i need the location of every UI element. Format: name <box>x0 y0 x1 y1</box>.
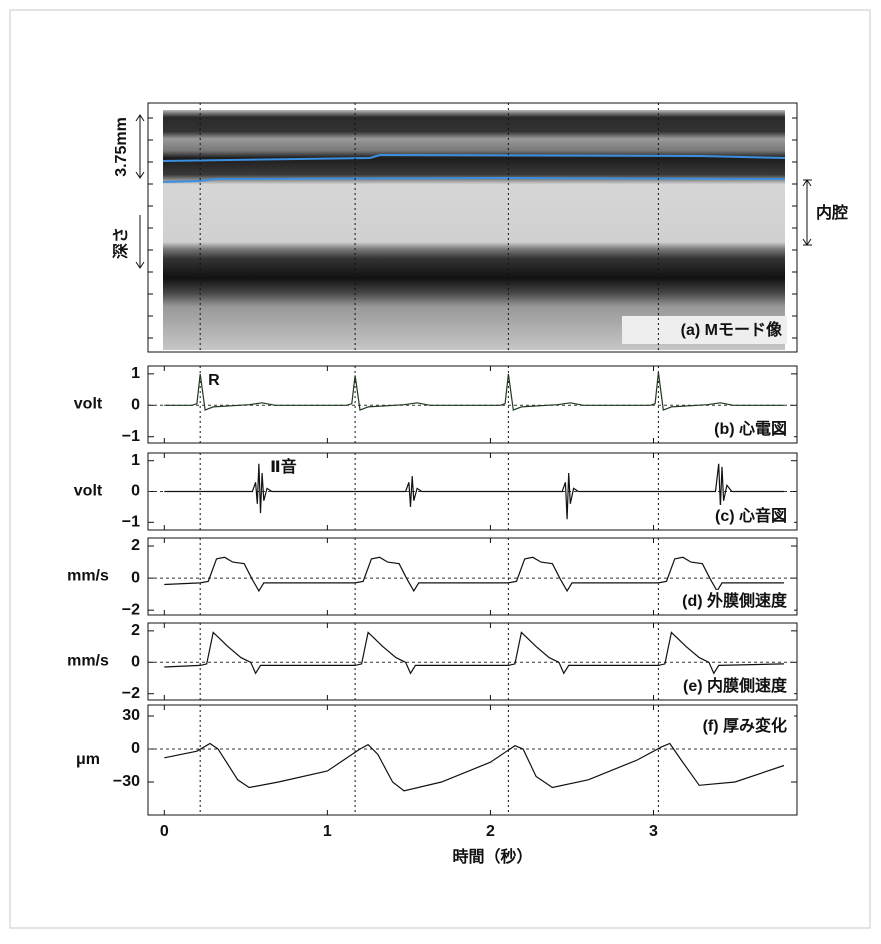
panel-frame <box>147 365 798 444</box>
page-frame <box>9 9 871 929</box>
x-tick-label: 0 <box>160 823 169 840</box>
signal-line <box>164 631 785 675</box>
x-tick-label: 1 <box>323 823 332 840</box>
y-tick-label: −1 <box>122 428 140 445</box>
signal-line <box>164 742 785 792</box>
y-axis-title: volt <box>74 396 103 413</box>
panel-frame <box>147 622 798 701</box>
y-axis-title: mm/s <box>67 653 109 670</box>
lumen-bracket <box>802 179 812 246</box>
x-axis-title: 時間（秒） <box>452 847 532 866</box>
y-tick-label: 0 <box>131 483 140 500</box>
signal-line <box>164 463 784 520</box>
panel-label: (d) 外膜側速度 <box>682 591 788 610</box>
y-tick-label: −2 <box>122 601 140 618</box>
label-bg <box>672 590 794 614</box>
label-bg <box>672 505 794 529</box>
boundary-line <box>162 176 786 183</box>
x-tick-label: 2 <box>486 823 495 840</box>
y-tick-label: 0 <box>131 740 140 757</box>
panel-label: (e) 内膜側速度 <box>683 676 788 695</box>
panel-label: (f) 厚み変化 <box>703 716 787 735</box>
depth-arrows <box>135 114 145 269</box>
boundary-line <box>162 153 786 162</box>
y-tick-label: 1 <box>131 365 140 382</box>
signal-line <box>164 556 784 593</box>
scale-label: 3.75mm <box>113 117 130 177</box>
y-tick-label: 2 <box>131 622 140 639</box>
lumen-label: 内腔 <box>816 203 848 222</box>
label-bg <box>672 675 794 699</box>
y-axis-title: μm <box>76 751 100 768</box>
label-bg <box>672 418 794 442</box>
annotation: Ⅱ音 <box>270 457 297 476</box>
label-bg <box>672 715 794 739</box>
panel-label: (c) 心音図 <box>715 506 787 525</box>
y-axis-title: volt <box>74 483 103 500</box>
annotation: R <box>208 372 220 389</box>
panel-label: (b) 心電図 <box>714 420 787 438</box>
y-tick-label: 1 <box>131 452 140 469</box>
x-tick-label: 3 <box>649 823 658 840</box>
panel-label: (a) Mモード像 <box>681 320 783 339</box>
panel-frame <box>147 537 798 616</box>
y-tick-label: −1 <box>122 514 140 531</box>
m-mode-image <box>163 110 785 350</box>
y-axis-title: mm/s <box>67 568 109 585</box>
y-tick-label: −2 <box>122 685 140 702</box>
depth-label: 深さ <box>111 227 130 259</box>
signal-line <box>164 372 784 411</box>
y-tick-label: 0 <box>131 397 140 414</box>
y-tick-label: 0 <box>131 569 140 586</box>
y-tick-label: −30 <box>113 773 140 790</box>
label-bg <box>622 316 787 344</box>
y-tick-label: 0 <box>131 654 140 671</box>
y-tick-label: 30 <box>122 707 140 724</box>
y-tick-label: 2 <box>131 537 140 554</box>
panel-frame <box>147 704 798 816</box>
